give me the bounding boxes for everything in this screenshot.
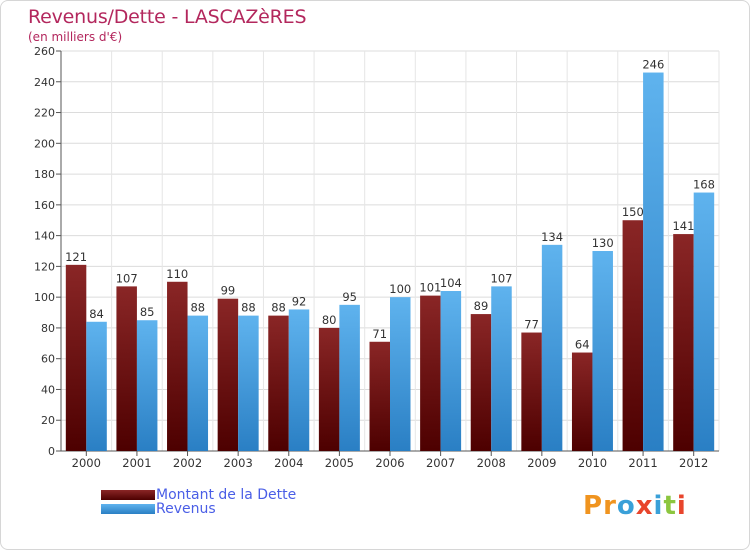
x-tick-label-2006: 2006 <box>375 456 404 470</box>
bar-revenue-2003 <box>238 315 259 451</box>
x-tick-label-2001: 2001 <box>122 456 151 470</box>
logo-letter: o <box>616 491 636 521</box>
x-tick-label-2005: 2005 <box>325 456 354 470</box>
bar-debt-2000 <box>65 264 87 451</box>
data-label-revenue-2001: 85 <box>140 305 155 319</box>
data-label-revenue-2003: 88 <box>241 301 256 315</box>
legend-swatch-debt <box>101 490 155 500</box>
bar-debt-2008 <box>470 314 492 451</box>
chart-subtitle: (en milliers d'€) <box>28 30 123 44</box>
y-tick-label: 100 <box>34 291 55 304</box>
bar-debt-2002 <box>167 281 188 451</box>
data-label-debt-2002: 110 <box>166 267 188 281</box>
bar-revenue-2012 <box>693 192 715 452</box>
data-label-debt-2005: 80 <box>322 313 337 327</box>
data-label-debt-2003: 99 <box>221 284 236 298</box>
legend-label-debt: Montant de la Dette <box>156 487 297 503</box>
y-tick-label: 0 <box>48 445 55 458</box>
x-tick-label-2004: 2004 <box>274 456 303 470</box>
y-tick-label: 140 <box>34 230 55 243</box>
bar-revenue-2000 <box>86 321 107 451</box>
data-label-revenue-2010: 130 <box>592 236 614 250</box>
bar-revenue-2001 <box>136 320 158 451</box>
bar-revenue-2007 <box>440 291 462 451</box>
data-label-revenue-2012: 168 <box>693 178 715 192</box>
bar-revenue-2004 <box>288 309 310 451</box>
y-tick-label: 200 <box>34 137 55 150</box>
bar-debt-2005 <box>318 327 340 451</box>
data-label-revenue-2006: 100 <box>389 282 411 296</box>
logo-letter: t <box>663 491 677 521</box>
bar-debt-2006 <box>369 341 390 451</box>
bars <box>65 72 715 452</box>
bar-debt-2003 <box>217 298 239 451</box>
bar-revenue-2002 <box>187 315 209 451</box>
bar-debt-2011 <box>622 220 644 451</box>
y-tick-label: 180 <box>34 168 55 181</box>
y-tick-label: 60 <box>41 353 55 366</box>
data-label-revenue-2005: 95 <box>342 290 357 304</box>
y-tick-label: 80 <box>41 322 55 335</box>
y-tick-label: 220 <box>34 107 55 120</box>
x-tick-label-2010: 2010 <box>578 456 607 470</box>
x-tick-label-2003: 2003 <box>224 456 253 470</box>
bar-debt-2012 <box>673 234 694 451</box>
legend-swatch-revenue <box>101 504 155 514</box>
data-label-debt-2011: 150 <box>622 205 644 219</box>
y-tick-label: 240 <box>34 76 55 89</box>
data-label-revenue-2011: 246 <box>642 58 664 72</box>
data-label-revenue-2008: 107 <box>491 271 513 285</box>
y-tick-label: 120 <box>34 260 55 273</box>
logo-letter: r <box>603 491 617 521</box>
y-tick-label: 40 <box>41 383 55 396</box>
x-tick-label-2002: 2002 <box>173 456 202 470</box>
bar-debt-2010 <box>571 352 593 451</box>
bar-revenue-2011 <box>643 72 664 452</box>
data-label-debt-2000: 121 <box>65 250 87 264</box>
bar-revenue-2008 <box>491 286 512 451</box>
x-tick-label-2009: 2009 <box>527 456 556 470</box>
data-label-debt-2012: 141 <box>672 219 694 233</box>
data-label-revenue-2004: 92 <box>292 294 307 308</box>
logo-letter: x <box>635 491 654 521</box>
x-tick-label-2000: 2000 <box>72 456 101 470</box>
logo-letter: P <box>583 491 604 521</box>
data-label-revenue-2000: 84 <box>89 307 104 321</box>
logo-letter: i <box>653 491 664 521</box>
logo-letter: i <box>676 491 687 521</box>
data-label-debt-2010: 64 <box>575 338 590 352</box>
axes: 0 20 40 60 80 100 120 140 160 180 200 220 240 260 2000… <box>34 45 719 470</box>
data-label-debt-2008: 89 <box>474 299 489 313</box>
bar-revenue-2006 <box>390 297 411 451</box>
x-tick-label-2007: 2007 <box>426 456 455 470</box>
x-tick-label-2008: 2008 <box>477 456 506 470</box>
data-label-revenue-2009: 134 <box>541 230 563 244</box>
bar-debt-2004 <box>268 315 289 451</box>
bar-debt-2009 <box>521 332 542 451</box>
bar-revenue-2010 <box>592 251 613 451</box>
legend-label-revenue: Revenus <box>156 501 216 517</box>
data-label-debt-2001: 107 <box>116 271 138 285</box>
data-label-debt-2006: 71 <box>372 327 387 341</box>
y-tick-label: 20 <box>41 414 55 427</box>
bar-debt-2007 <box>420 295 441 451</box>
x-tick-label-2012: 2012 <box>679 456 708 470</box>
bar-revenue-2009 <box>541 244 563 451</box>
proxiti-logo: Proxiti <box>583 491 687 521</box>
y-tick-label: 160 <box>34 199 55 212</box>
data-label-revenue-2002: 88 <box>190 301 205 315</box>
y-tick-label: 260 <box>34 45 55 58</box>
bar-revenue-2005 <box>339 304 360 451</box>
data-label-debt-2004: 88 <box>271 301 286 315</box>
x-tick-label-2011: 2011 <box>628 456 657 470</box>
data-label-revenue-2007: 104 <box>440 276 462 290</box>
bar-debt-2001 <box>116 286 137 451</box>
chart-title: Revenus/Dette - LASCAZèRES <box>28 6 307 28</box>
data-label-debt-2009: 77 <box>524 318 539 332</box>
data-label-debt-2007: 101 <box>419 281 441 295</box>
